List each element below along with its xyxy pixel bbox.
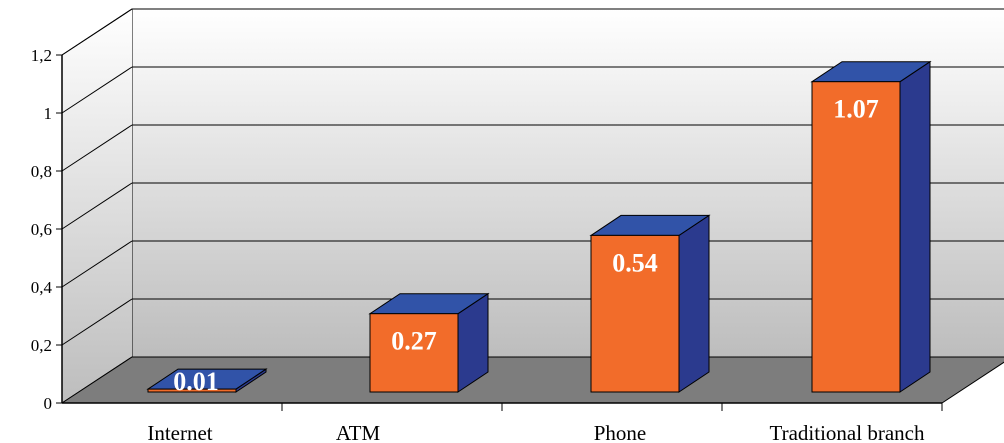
data-label: 1.07 — [833, 95, 879, 124]
bar-front — [147, 388, 237, 393]
bars — [146, 60, 932, 393]
bar-front — [590, 234, 680, 393]
x-tick-label: Internet — [147, 421, 212, 443]
y-tick-label: 1,2 — [31, 46, 52, 65]
y-tick-label: 0,8 — [31, 162, 52, 181]
y-tick-label: 0,2 — [31, 336, 52, 355]
gridline-side — [61, 66, 133, 114]
bar — [368, 292, 490, 393]
bar-front — [811, 81, 901, 393]
bar-side — [899, 60, 931, 393]
y-tick-label: 0 — [44, 394, 53, 413]
x-tick-label: ATM — [336, 421, 381, 443]
side-wall-top-edge — [61, 8, 133, 56]
y-tick-label: 0,4 — [31, 278, 53, 297]
bar-front — [369, 313, 459, 393]
data-label: 0.01 — [173, 367, 219, 396]
gridline-side — [61, 240, 133, 288]
axes: 0 0,2 0,4 0,6 0,8 1 1,2 — [31, 8, 943, 413]
y-tick-label: 0,6 — [31, 220, 52, 239]
gridline-side — [61, 124, 133, 172]
data-label: 0.27 — [391, 327, 437, 356]
bar — [146, 368, 268, 393]
bar-side — [678, 214, 710, 393]
data-label: 0.54 — [612, 248, 658, 277]
bar — [589, 214, 711, 393]
x-tick-label: Traditional branch — [770, 421, 925, 443]
gridline-side — [61, 298, 133, 346]
labels: Internet ATM Phone Traditional branch 0.01 0.… — [147, 95, 925, 443]
x-tick-label: Phone — [594, 421, 647, 443]
gridline-side — [61, 182, 133, 230]
bar — [810, 60, 932, 393]
y-tick-label: 1 — [44, 104, 53, 123]
